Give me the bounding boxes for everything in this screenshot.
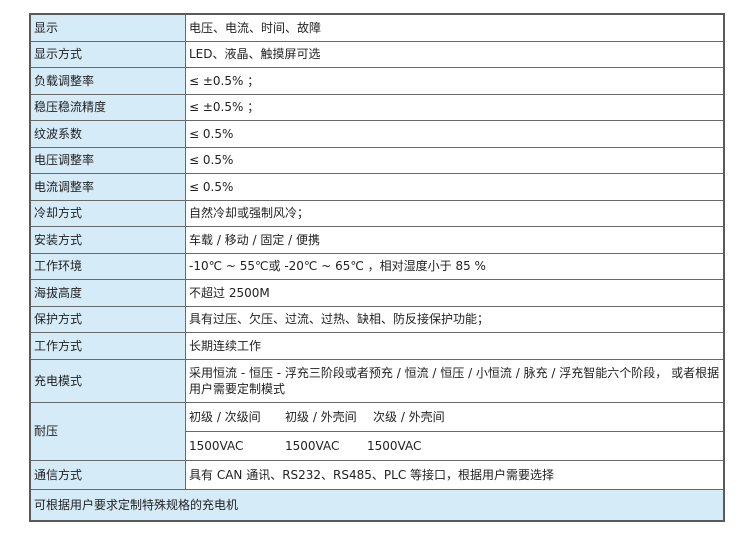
row-value: 具有 CAN 通讯、RS232、RS485、PLC 等接口，根据用户需要选择 — [185, 459, 725, 490]
table-row: 纹波系数 ≤ 0.5% — [29, 120, 725, 148]
row-label: 充电模式 — [29, 358, 186, 403]
row-label: 海拔高度 — [29, 279, 186, 307]
table-row: 保护方式 具有过压、欠压、过流、过热、缺相、防反接保护功能； — [29, 305, 725, 333]
withstand-value: 1500VAC — [367, 438, 422, 453]
withstand-values: 1500VAC 1500VAC 1500VAC — [185, 430, 725, 461]
row-label: 纹波系数 — [29, 120, 186, 148]
row-value: 采用恒流 - 恒压 - 浮充三阶段或者预充 / 恒流 / 恒压 / 小恒流 / … — [185, 358, 725, 403]
table-row: 稳压稳流精度 ≤ ±0.5% ； — [29, 93, 725, 121]
row-value: ≤ ±0.5% ； — [185, 93, 725, 121]
row-label: 工作方式 — [29, 332, 186, 360]
row-value: 具有过压、欠压、过流、过热、缺相、防反接保护功能； — [185, 305, 725, 333]
table-row: 负载调整率 ≤ ±0.5% ； — [29, 67, 725, 95]
row-label: 电流调整率 — [29, 173, 186, 201]
table-row: 安装方式 车载 / 移动 / 固定 / 便携 — [29, 226, 725, 254]
withstand-value: 1500VAC — [189, 438, 244, 453]
row-value: ≤ 0.5% — [185, 120, 725, 148]
table-row: 通信方式 具有 CAN 通讯、RS232、RS485、PLC 等接口，根据用户需… — [29, 459, 725, 490]
table-row: 显示方式 LED、液晶、触摸屏可选 — [29, 40, 725, 68]
row-value: 长期连续工作 — [185, 332, 725, 360]
row-value: ≤ ±0.5% ； — [185, 67, 725, 95]
withstand-header: 初级 / 外壳间 — [285, 409, 357, 424]
row-label: 显示 — [29, 13, 186, 42]
withstand-header: 次级 / 外壳间 — [373, 409, 445, 424]
table-row: 海拔高度 不超过 2500M — [29, 279, 725, 307]
row-label: 通信方式 — [29, 459, 186, 490]
table-row: 1500VAC 1500VAC 1500VAC — [30, 430, 725, 461]
row-label: 安装方式 — [29, 226, 186, 254]
withstand-value: 1500VAC — [285, 438, 340, 453]
row-label: 稳压稳流精度 — [29, 93, 186, 121]
table-row: 耐压 初级 / 次级间 初级 / 外壳间 次级 / 外壳间 — [29, 401, 725, 461]
spec-table: 显示 电压、电流、时间、故障 显示方式 LED、液晶、触摸屏可选 负载调整率 ≤ ±0.5… — [29, 13, 725, 522]
row-value: ≤ 0.5% — [185, 173, 725, 201]
row-value: ≤ 0.5% — [185, 146, 725, 174]
table-row: 显示 电压、电流、时间、故障 — [29, 13, 725, 42]
footer-note: 可根据用户要求定制特殊规格的充电机 — [29, 488, 725, 521]
row-label: 保护方式 — [29, 305, 186, 333]
row-label: 冷却方式 — [29, 199, 186, 227]
row-value: 自然冷却或强制风冷； — [185, 199, 725, 227]
row-value: 车载 / 移动 / 固定 / 便携 — [185, 226, 725, 254]
row-value: 不超过 2500M — [185, 279, 725, 307]
table-row: 电压调整率 ≤ 0.5% — [29, 146, 725, 174]
row-label: 工作环境 — [29, 252, 186, 280]
table-row: 电流调整率 ≤ 0.5% — [29, 173, 725, 201]
row-value: 电压、电流、时间、故障 — [185, 13, 725, 42]
table-row: 充电模式 采用恒流 - 恒压 - 浮充三阶段或者预充 / 恒流 / 恒压 / 小恒… — [29, 358, 725, 403]
row-value: LED、液晶、触摸屏可选 — [185, 40, 725, 68]
row-label: 耐压 — [29, 401, 186, 461]
table-row: 冷却方式 自然冷却或强制风冷； — [29, 199, 725, 227]
table-row: 可根据用户要求定制特殊规格的充电机 — [29, 488, 725, 521]
row-label: 显示方式 — [29, 40, 186, 68]
row-label: 负载调整率 — [29, 67, 186, 95]
row-value: -10℃ ~ 55℃或 -20℃ ~ 65℃ ，相对湿度小于 85 % — [185, 252, 725, 280]
table-row: 工作方式 长期连续工作 — [29, 332, 725, 360]
withstand-headers: 初级 / 次级间 初级 / 外壳间 次级 / 外壳间 — [185, 401, 725, 432]
row-label: 电压调整率 — [29, 146, 186, 174]
withstand-header: 初级 / 次级间 — [189, 409, 261, 424]
table-row: 工作环境 -10℃ ~ 55℃或 -20℃ ~ 65℃ ，相对湿度小于 85 % — [29, 252, 725, 280]
